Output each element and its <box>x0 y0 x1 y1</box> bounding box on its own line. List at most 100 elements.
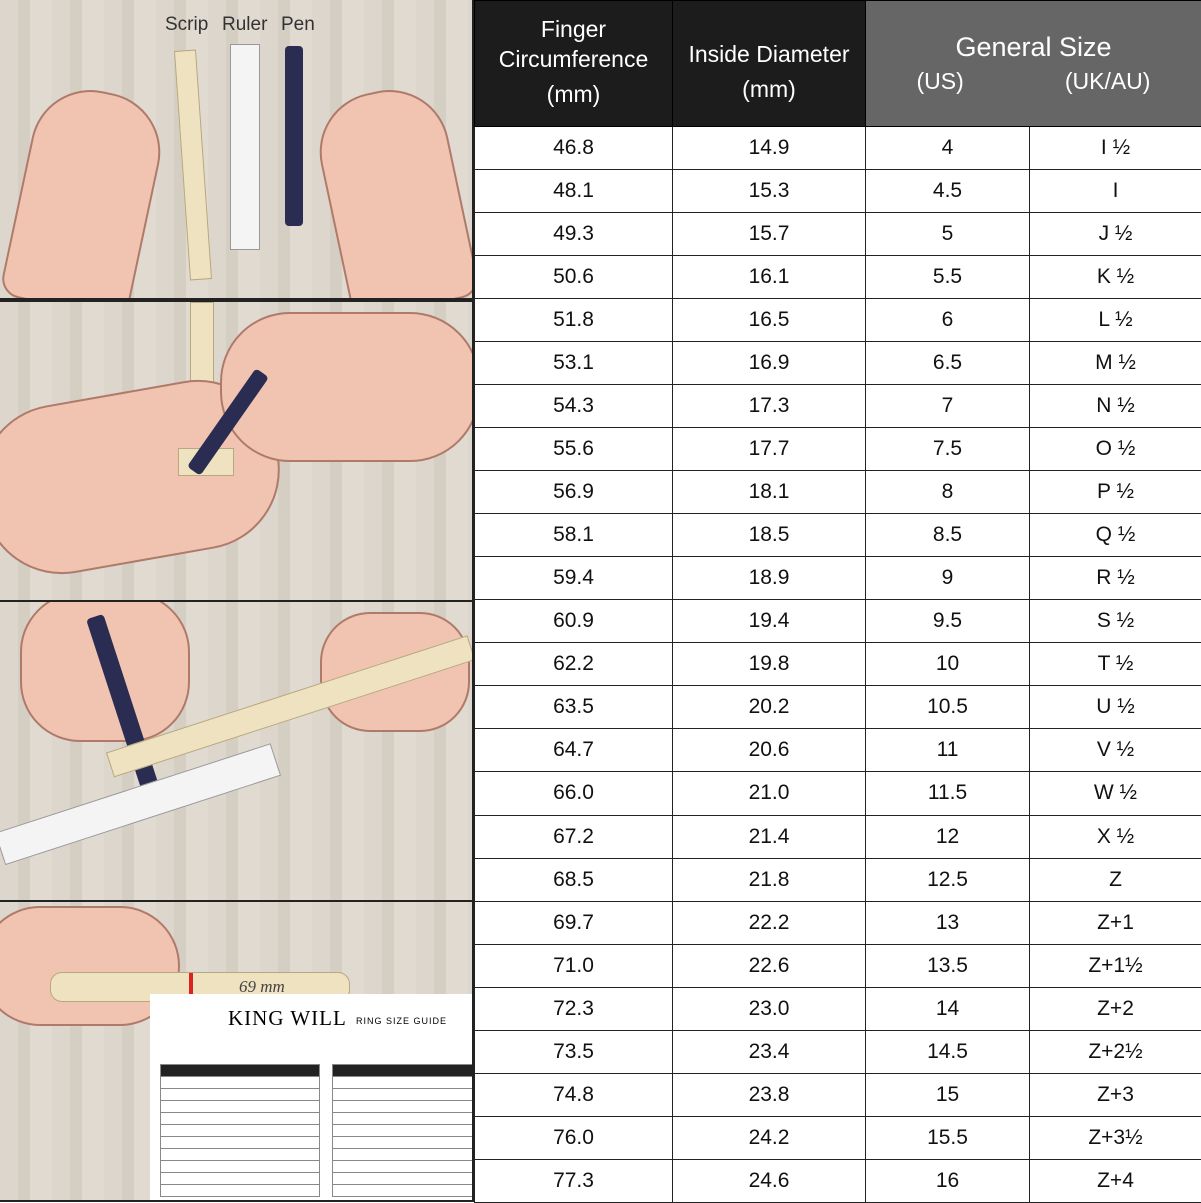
uk-au-size-cell: N ½ <box>1030 385 1201 428</box>
us-size-cell: 5 <box>866 213 1030 256</box>
step-2-wrap-panel <box>0 302 472 600</box>
header-us: (US) <box>917 66 964 96</box>
header-general-size: General Size (US)(UK/AU) <box>866 1 1201 127</box>
us-size-cell: 9 <box>866 557 1030 600</box>
step-3-measure-panel <box>0 602 472 900</box>
diameter-cell: 18.9 <box>673 557 866 600</box>
diameter-cell: 14.9 <box>673 127 866 170</box>
header-diameter: Inside Diameter(mm) <box>673 1 866 127</box>
us-size-cell: 16 <box>866 1159 1030 1202</box>
circumference-cell: 60.9 <box>475 600 673 643</box>
us-size-cell: 12 <box>866 815 1030 858</box>
uk-au-size-cell: V ½ <box>1030 729 1201 772</box>
step-4-result-panel: 69 mm KING WILL RING SIZE GUIDE <box>0 902 472 1200</box>
circumference-cell: 62.2 <box>475 643 673 686</box>
left-hand <box>0 79 171 298</box>
us-size-cell: 8 <box>866 471 1030 514</box>
diameter-cell: 22.6 <box>673 944 866 987</box>
diameter-cell: 17.3 <box>673 385 866 428</box>
uk-au-size-cell: P ½ <box>1030 471 1201 514</box>
uk-au-size-cell: S ½ <box>1030 600 1201 643</box>
uk-au-size-cell: L ½ <box>1030 299 1201 342</box>
circumference-cell: 59.4 <box>475 557 673 600</box>
us-size-cell: 4.5 <box>866 170 1030 213</box>
diameter-cell: 16.1 <box>673 256 866 299</box>
circumference-cell: 53.1 <box>475 342 673 385</box>
guide-subtitle: RING SIZE GUIDE <box>356 1016 447 1026</box>
uk-au-size-cell: T ½ <box>1030 643 1201 686</box>
us-size-cell: 5.5 <box>866 256 1030 299</box>
diameter-cell: 23.8 <box>673 1073 866 1116</box>
diameter-cell: 15.3 <box>673 170 866 213</box>
uk-au-size-cell: W ½ <box>1030 772 1201 815</box>
us-size-cell: 7.5 <box>866 428 1030 471</box>
uk-au-size-cell: O ½ <box>1030 428 1201 471</box>
uk-au-size-cell: Z+3 <box>1030 1073 1201 1116</box>
step-1-tools-panel: Scrip Ruler Pen <box>0 0 472 298</box>
diameter-cell: 18.5 <box>673 514 866 557</box>
diameter-cell: 19.8 <box>673 643 866 686</box>
us-size-cell: 8.5 <box>866 514 1030 557</box>
circumference-cell: 71.0 <box>475 944 673 987</box>
us-size-cell: 6 <box>866 299 1030 342</box>
us-size-cell: 4 <box>866 127 1030 170</box>
paper-strip <box>174 50 212 281</box>
us-size-cell: 11.5 <box>866 772 1030 815</box>
ruler <box>230 44 260 250</box>
uk-au-size-cell: U ½ <box>1030 686 1201 729</box>
uk-au-size-cell: J ½ <box>1030 213 1201 256</box>
ruler-label: Ruler <box>222 14 267 36</box>
mini-chart-right <box>332 1064 472 1197</box>
uk-au-size-cell: I <box>1030 170 1201 213</box>
us-size-cell: 15 <box>866 1073 1030 1116</box>
uk-au-size-cell: M ½ <box>1030 342 1201 385</box>
circumference-cell: 63.5 <box>475 686 673 729</box>
circumference-cell: 73.5 <box>475 1030 673 1073</box>
us-size-cell: 10 <box>866 643 1030 686</box>
diameter-cell: 24.2 <box>673 1116 866 1159</box>
diameter-cell: 21.0 <box>673 772 866 815</box>
circumference-cell: 72.3 <box>475 987 673 1030</box>
circumference-cell: 46.8 <box>475 127 673 170</box>
circumference-cell: 74.8 <box>475 1073 673 1116</box>
us-size-cell: 14.5 <box>866 1030 1030 1073</box>
diameter-cell: 17.7 <box>673 428 866 471</box>
uk-au-size-cell: Z+3½ <box>1030 1116 1201 1159</box>
circumference-cell: 56.9 <box>475 471 673 514</box>
uk-au-size-cell: Z+1½ <box>1030 944 1201 987</box>
diameter-cell: 22.2 <box>673 901 866 944</box>
diameter-cell: 24.6 <box>673 1159 866 1202</box>
us-size-cell: 14 <box>866 987 1030 1030</box>
us-size-cell: 7 <box>866 385 1030 428</box>
circumference-cell: 68.5 <box>475 858 673 901</box>
diameter-cell: 16.9 <box>673 342 866 385</box>
diameter-cell: 15.7 <box>673 213 866 256</box>
circumference-cell: 55.6 <box>475 428 673 471</box>
diameter-cell: 23.4 <box>673 1030 866 1073</box>
circumference-cell: 58.1 <box>475 514 673 557</box>
right-hand <box>309 79 472 298</box>
us-size-cell: 11 <box>866 729 1030 772</box>
instruction-illustrations: Scrip Ruler Pen 69 mm KING WILL RING SIZ… <box>0 0 474 1202</box>
diameter-cell: 16.5 <box>673 299 866 342</box>
scrip-label: Scrip <box>165 14 208 36</box>
